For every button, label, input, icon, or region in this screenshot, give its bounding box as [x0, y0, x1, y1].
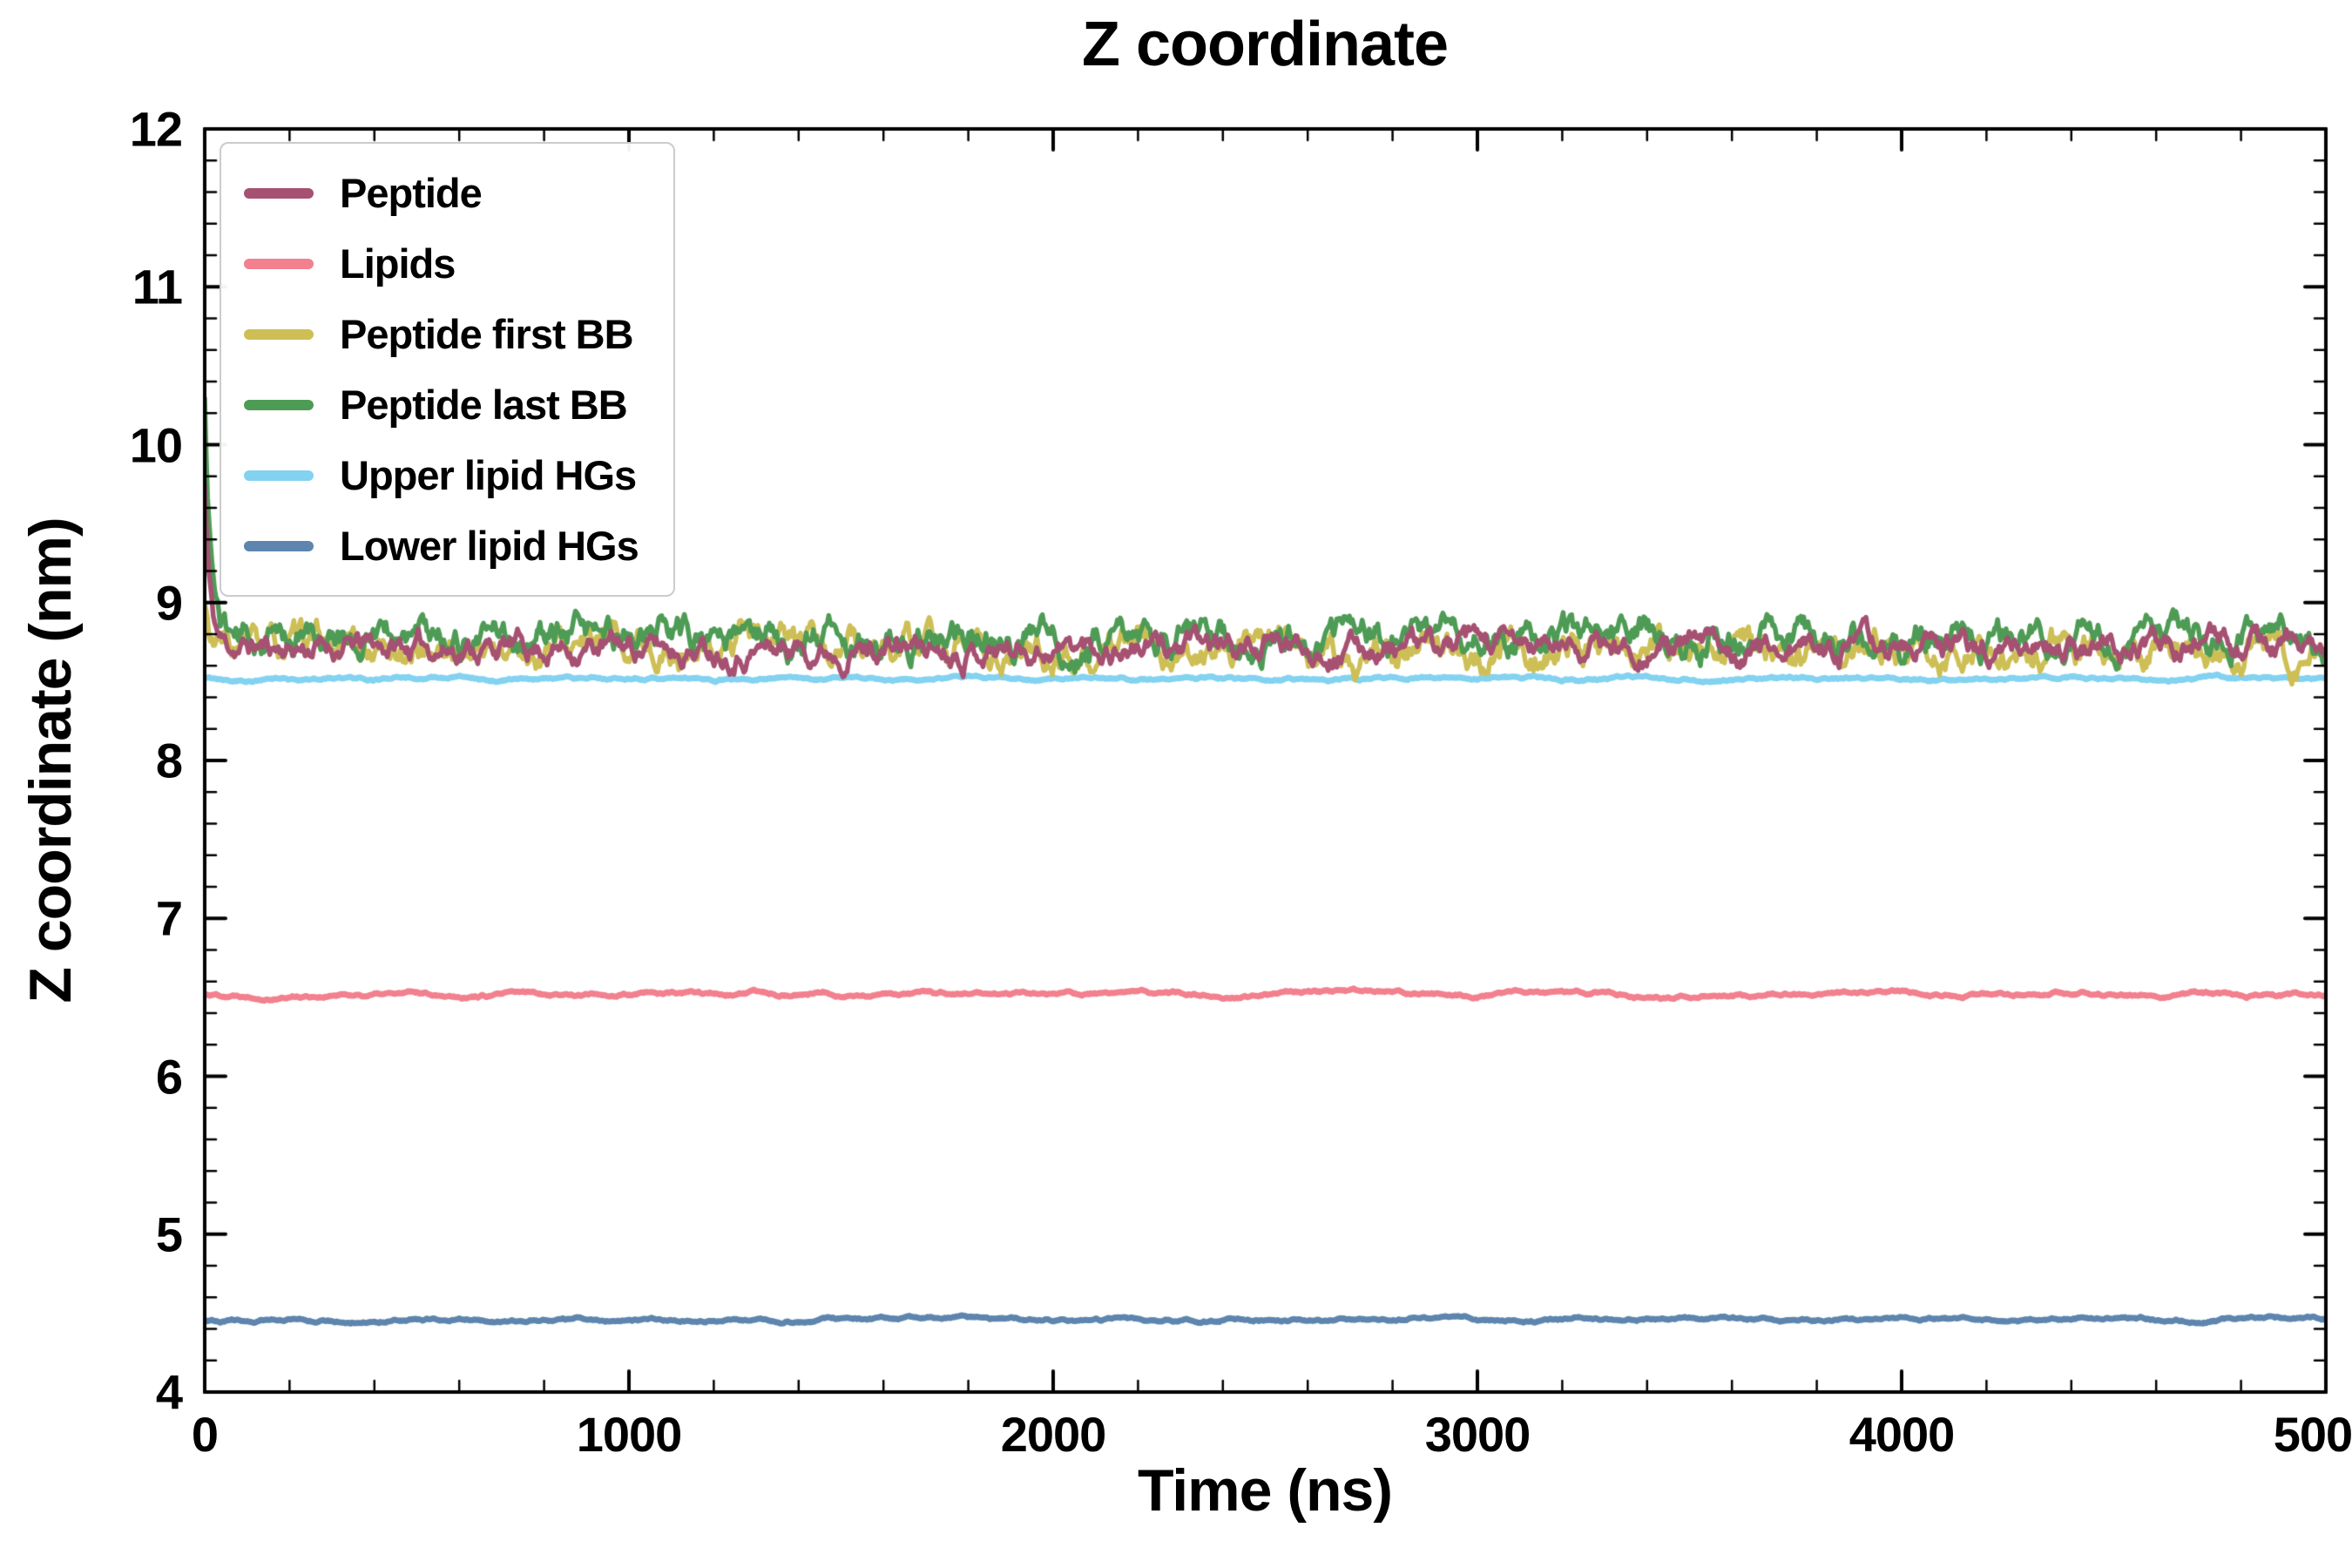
- legend-swatch: [244, 470, 314, 481]
- chart-title: Z coordinate: [1081, 10, 1449, 79]
- legend: Peptide Lipids Peptide first BB Peptide las…: [220, 142, 675, 597]
- legend-swatch: [244, 399, 314, 410]
- x-tick-label: 2000: [1000, 1407, 1107, 1462]
- y-tick-label: 11: [132, 259, 183, 314]
- legend-swatch: [244, 328, 314, 340]
- legend-item: Peptide: [244, 158, 639, 228]
- legend-label: Lower lipid HGs: [340, 523, 639, 569]
- x-axis-label: Time (ns): [1137, 1457, 1393, 1524]
- legend-item: Upper lipid HGs: [244, 440, 639, 510]
- x-tick-label: 0: [191, 1407, 219, 1462]
- y-tick-label: 8: [155, 733, 183, 788]
- legend-label: Peptide: [340, 170, 483, 216]
- y-tick-label: 6: [155, 1049, 183, 1104]
- legend-swatch: [244, 540, 314, 551]
- legend-item: Peptide first BB: [244, 299, 639, 369]
- y-tick-label: 12: [129, 101, 183, 157]
- legend-item: Lower lipid HGs: [244, 510, 639, 581]
- legend-swatch: [244, 187, 314, 199]
- y-tick-label: 5: [155, 1206, 183, 1262]
- y-tick-label: 10: [129, 417, 183, 472]
- y-tick-label: 7: [155, 890, 183, 946]
- y-tick-label: 4: [155, 1364, 183, 1420]
- legend-swatch: [244, 258, 314, 269]
- legend-label: Lipids: [340, 240, 456, 287]
- legend-label: Upper lipid HGs: [340, 452, 637, 498]
- legend-label: Peptide last BB: [340, 382, 628, 428]
- x-tick-label: 3000: [1424, 1407, 1531, 1462]
- legend-label: Peptide first BB: [340, 311, 634, 357]
- y-axis-label: Z coordinate (nm): [17, 517, 84, 1004]
- legend-item: Peptide last BB: [244, 369, 639, 440]
- x-tick-label: 4000: [1848, 1407, 1956, 1462]
- y-tick-label: 9: [155, 575, 183, 631]
- legend-item: Lipids: [244, 228, 639, 299]
- x-tick-label: 5000: [2273, 1407, 2352, 1462]
- x-tick-label: 1000: [576, 1407, 683, 1462]
